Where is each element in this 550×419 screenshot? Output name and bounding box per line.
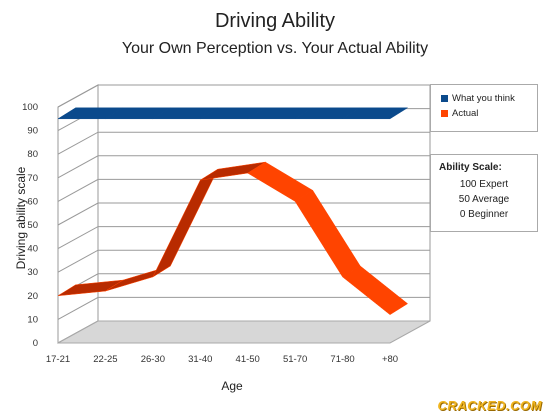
legend-label-actual: Actual [452,108,479,119]
chart-floor [57,320,431,344]
ability-scale-title: Ability Scale: [439,162,502,173]
gridline-70 [57,155,430,179]
legend-item-what-you-think: What you think [441,93,515,105]
series-what-you-think-segment-6 [341,107,409,120]
y-tick-label-20: 20 [27,291,38,302]
gridline-10 [57,296,430,320]
y-tick-label-50: 50 [27,220,38,231]
x-tick-label-3: 31-40 [188,354,212,365]
gridline-60 [57,178,430,202]
gridline-30 [57,249,430,273]
ability-scale-line-expert: 100 Expert [459,179,509,190]
grid-layer [57,84,431,344]
x-axis-label: Age [221,379,243,393]
chart-title: Driving Ability [214,10,336,32]
x-tick-label-1: 22-25 [93,354,117,365]
y-tick-label-80: 80 [27,149,38,160]
series-layer [57,107,409,315]
legend-label-what-you-think: What you think [452,93,515,104]
x-tick-label-0: 17-21 [46,354,70,365]
legend: What you think Actual [430,84,538,132]
y-tick-label-10: 10 [27,314,38,325]
y-tick-label-60: 60 [27,196,38,207]
tick-layer: 0 10 20 30 40 50 60 70 80 90 100 17-21 22-25 26-30 31-… [22,102,398,365]
y-tick-label-90: 90 [27,126,38,137]
ability-scale-box: Ability Scale: 100 Expert 50 Average 0 B… [430,154,538,232]
ability-scale-line-beginner: 0 Beginner [459,209,509,220]
y-tick-label-100: 100 [22,102,38,113]
y-tick-label-0: 0 [33,338,38,349]
x-tick-label-2: 26-30 [141,354,165,365]
gridline-100 [57,84,430,108]
x-tick-label-5: 51-70 [283,354,307,365]
cracked-logo: CRACKED.COM [437,398,542,413]
legend-swatch-actual [441,109,448,117]
x-tick-label-7: +80 [382,354,398,365]
ability-scale-line-average: 50 Average [458,194,510,205]
y-tick-label-30: 30 [27,267,38,278]
gridline-80 [57,131,430,155]
legend-item-actual: Actual [441,108,478,120]
chart-subtitle: Your Own Perception vs. Your Actual Abil… [121,40,429,57]
y-axis-label: Driving ability scale [14,166,28,269]
legend-swatch-what-you-think [441,94,448,102]
y-tick-label-40: 40 [27,244,38,255]
y-tick-label-70: 70 [27,173,38,184]
x-tick-label-4: 41-50 [236,354,260,365]
series-actual-segment-6 [342,265,409,315]
x-tick-label-6: 71-80 [330,354,354,365]
